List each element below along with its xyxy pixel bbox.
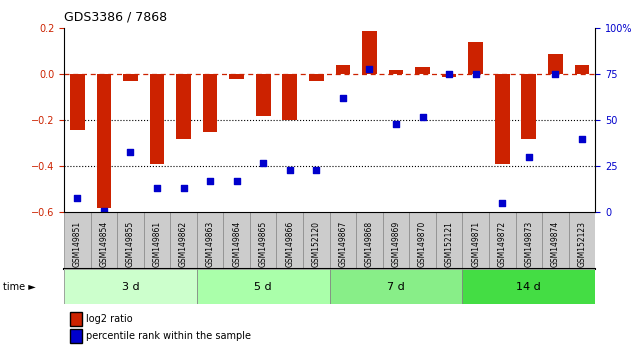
Bar — [309, 74, 324, 81]
Point — [125, 149, 136, 154]
Bar — [548, 54, 563, 74]
FancyBboxPatch shape — [383, 212, 410, 269]
FancyBboxPatch shape — [489, 212, 516, 269]
Point — [311, 167, 321, 173]
Text: GSM152120: GSM152120 — [312, 221, 321, 267]
FancyBboxPatch shape — [330, 212, 356, 269]
FancyBboxPatch shape — [91, 212, 117, 269]
Text: GSM149851: GSM149851 — [73, 221, 82, 267]
Bar — [575, 65, 589, 74]
Bar — [97, 74, 111, 208]
Point — [205, 178, 215, 184]
FancyBboxPatch shape — [569, 212, 595, 269]
Bar — [495, 74, 509, 164]
FancyBboxPatch shape — [330, 269, 462, 304]
Text: GSM149866: GSM149866 — [285, 221, 294, 267]
Point — [99, 208, 109, 213]
Text: GSM149869: GSM149869 — [392, 221, 401, 267]
Point — [444, 72, 454, 77]
Point — [550, 72, 561, 77]
Text: GSM149872: GSM149872 — [498, 221, 507, 267]
Bar — [388, 70, 403, 74]
Text: 14 d: 14 d — [516, 282, 541, 292]
FancyBboxPatch shape — [64, 212, 91, 269]
Point — [577, 136, 587, 142]
Point — [72, 195, 83, 200]
FancyBboxPatch shape — [436, 212, 462, 269]
FancyBboxPatch shape — [356, 212, 383, 269]
Text: GSM149855: GSM149855 — [126, 221, 135, 267]
Bar — [150, 74, 164, 164]
FancyBboxPatch shape — [303, 212, 330, 269]
Bar — [335, 65, 350, 74]
Point — [179, 185, 189, 191]
FancyBboxPatch shape — [410, 212, 436, 269]
FancyBboxPatch shape — [516, 212, 542, 269]
Bar — [203, 74, 218, 132]
Text: GSM149863: GSM149863 — [205, 221, 214, 267]
Bar — [176, 74, 191, 139]
Point — [152, 185, 162, 191]
FancyBboxPatch shape — [117, 212, 144, 269]
FancyBboxPatch shape — [170, 212, 197, 269]
Text: log2 ratio: log2 ratio — [86, 314, 133, 324]
FancyBboxPatch shape — [197, 212, 223, 269]
Point — [232, 178, 242, 184]
FancyBboxPatch shape — [542, 212, 569, 269]
Text: GSM149865: GSM149865 — [259, 221, 268, 267]
Text: time ►: time ► — [3, 282, 36, 292]
Text: GSM149864: GSM149864 — [232, 221, 241, 267]
Point — [497, 200, 508, 206]
FancyBboxPatch shape — [276, 212, 303, 269]
Point — [470, 72, 481, 77]
Text: 3 d: 3 d — [122, 282, 140, 292]
Text: GSM149870: GSM149870 — [418, 221, 427, 267]
Point — [417, 114, 428, 120]
Point — [338, 96, 348, 101]
FancyBboxPatch shape — [144, 212, 170, 269]
Text: percentile rank within the sample: percentile rank within the sample — [86, 331, 252, 341]
FancyBboxPatch shape — [197, 269, 330, 304]
Bar — [256, 74, 271, 116]
FancyBboxPatch shape — [64, 269, 197, 304]
Point — [391, 121, 401, 127]
FancyBboxPatch shape — [462, 269, 595, 304]
Bar — [123, 74, 138, 81]
Text: GSM149867: GSM149867 — [339, 221, 348, 267]
Text: 7 d: 7 d — [387, 282, 405, 292]
Text: GSM152121: GSM152121 — [445, 221, 454, 267]
Bar — [522, 74, 536, 139]
Text: GSM149862: GSM149862 — [179, 221, 188, 267]
Text: GSM149861: GSM149861 — [152, 221, 161, 267]
Bar — [229, 74, 244, 79]
Point — [285, 167, 295, 173]
Text: GSM149871: GSM149871 — [471, 221, 480, 267]
Text: GSM152123: GSM152123 — [577, 221, 586, 267]
Text: GSM149868: GSM149868 — [365, 221, 374, 267]
Point — [364, 66, 374, 72]
Point — [524, 154, 534, 160]
Text: GDS3386 / 7868: GDS3386 / 7868 — [64, 11, 167, 24]
Bar — [415, 67, 430, 74]
Text: GSM149854: GSM149854 — [99, 221, 108, 267]
Bar — [282, 74, 297, 120]
Point — [258, 160, 268, 166]
Text: 5 d: 5 d — [254, 282, 272, 292]
FancyBboxPatch shape — [223, 212, 250, 269]
Bar — [442, 74, 456, 77]
Bar — [468, 42, 483, 74]
FancyBboxPatch shape — [462, 212, 489, 269]
Bar — [362, 31, 377, 74]
FancyBboxPatch shape — [250, 212, 276, 269]
Bar — [70, 74, 84, 130]
Text: GSM149874: GSM149874 — [551, 221, 560, 267]
Text: GSM149873: GSM149873 — [524, 221, 533, 267]
